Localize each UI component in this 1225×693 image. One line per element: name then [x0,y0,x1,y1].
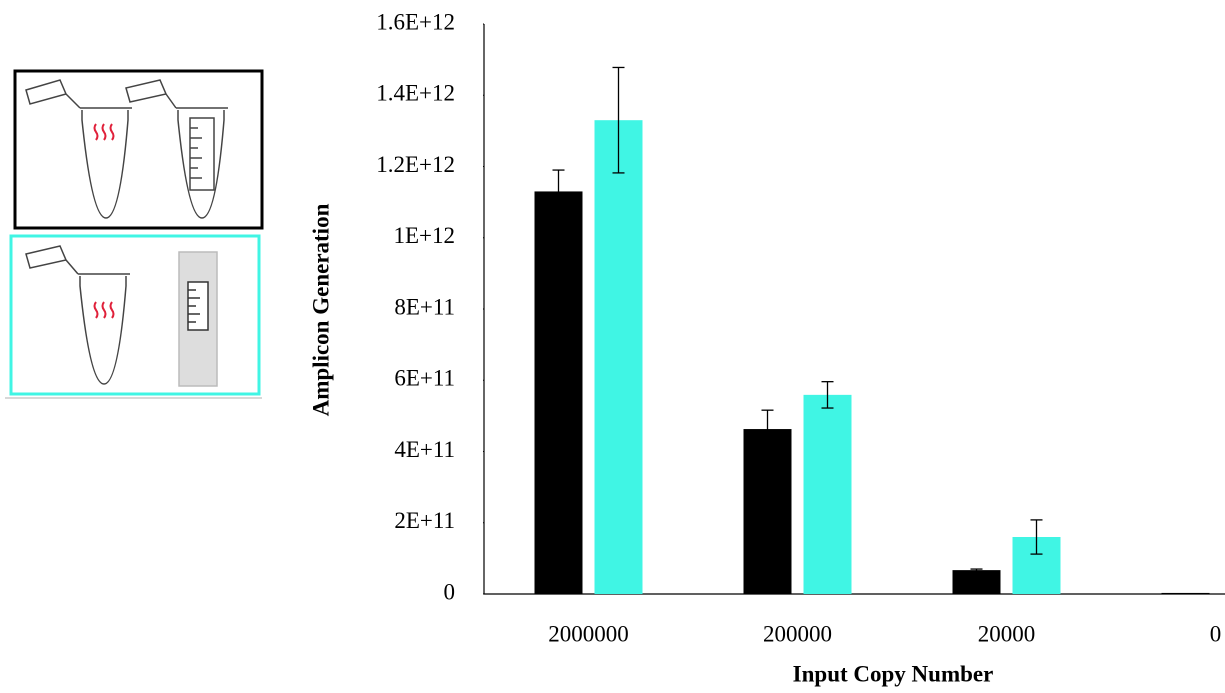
error-bar [612,66,625,174]
error-bar [970,568,983,572]
x-axis-label: Input Copy Number [793,661,994,686]
y-tick-label: 4E+11 [394,437,455,462]
y-tick-label: 1.2E+12 [376,152,455,177]
legend-box [13,69,264,230]
bar [803,394,852,594]
y-tick-label: 0 [444,579,456,604]
error-bar [1030,519,1043,555]
y-tick-label: 2E+11 [394,508,455,533]
x-tick-label: 0 [1210,621,1222,646]
bar [594,120,643,594]
y-tick-label: 1.4E+12 [376,81,455,106]
tube-icon [125,79,228,219]
bar [743,429,792,594]
tube-icon [25,79,132,219]
error-bar [552,169,565,214]
x-tick-label: 20000 [978,621,1036,646]
y-tick-label: 6E+11 [394,366,455,391]
strip-icon [178,251,218,387]
bar [1161,592,1210,594]
error-bar [821,381,834,409]
tube-icon [25,245,130,385]
bar [952,570,1001,594]
y-tick-label: 1.6E+12 [376,9,455,34]
y-tick-label: 1E+12 [393,223,455,248]
y-axis-label: Amplicon Generation [308,203,333,416]
legend-box [9,234,261,396]
x-tick-label: 2000000 [548,621,629,646]
x-tick-label: 200000 [763,621,832,646]
error-bar [761,409,774,449]
y-tick-label: 8E+11 [394,294,455,319]
bar [534,191,583,594]
legend-illustration [5,69,264,399]
